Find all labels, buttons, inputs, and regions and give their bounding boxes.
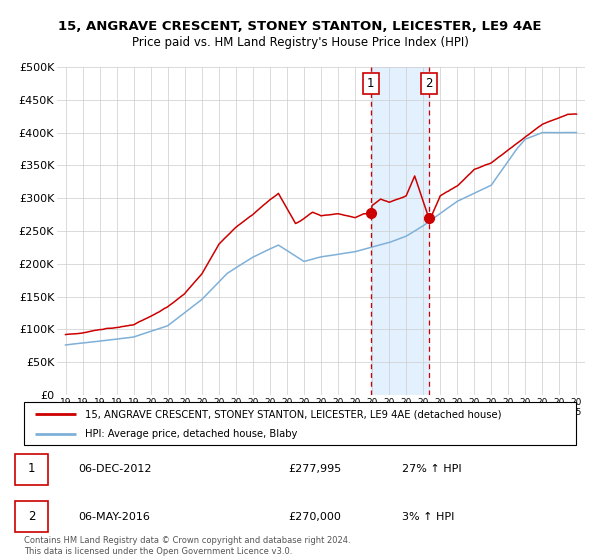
- Text: 1: 1: [367, 77, 374, 90]
- Text: 06-DEC-2012: 06-DEC-2012: [78, 464, 151, 474]
- Text: 2: 2: [425, 77, 433, 90]
- Text: 3% ↑ HPI: 3% ↑ HPI: [402, 512, 454, 521]
- Text: £270,000: £270,000: [288, 512, 341, 521]
- Text: 1: 1: [28, 463, 35, 475]
- FancyBboxPatch shape: [24, 402, 576, 445]
- Bar: [371, 67, 429, 395]
- Text: 27% ↑ HPI: 27% ↑ HPI: [402, 464, 461, 474]
- Text: HPI: Average price, detached house, Blaby: HPI: Average price, detached house, Blab…: [85, 430, 297, 440]
- Text: 06-MAY-2016: 06-MAY-2016: [78, 512, 150, 521]
- Text: 15, ANGRAVE CRESCENT, STONEY STANTON, LEICESTER, LE9 4AE: 15, ANGRAVE CRESCENT, STONEY STANTON, LE…: [58, 20, 542, 32]
- Text: Contains HM Land Registry data © Crown copyright and database right 2024.
This d: Contains HM Land Registry data © Crown c…: [24, 536, 350, 556]
- Text: 15, ANGRAVE CRESCENT, STONEY STANTON, LEICESTER, LE9 4AE (detached house): 15, ANGRAVE CRESCENT, STONEY STANTON, LE…: [85, 409, 501, 419]
- Text: Price paid vs. HM Land Registry's House Price Index (HPI): Price paid vs. HM Land Registry's House …: [131, 36, 469, 49]
- Text: £277,995: £277,995: [288, 464, 341, 474]
- Text: 2: 2: [28, 510, 35, 523]
